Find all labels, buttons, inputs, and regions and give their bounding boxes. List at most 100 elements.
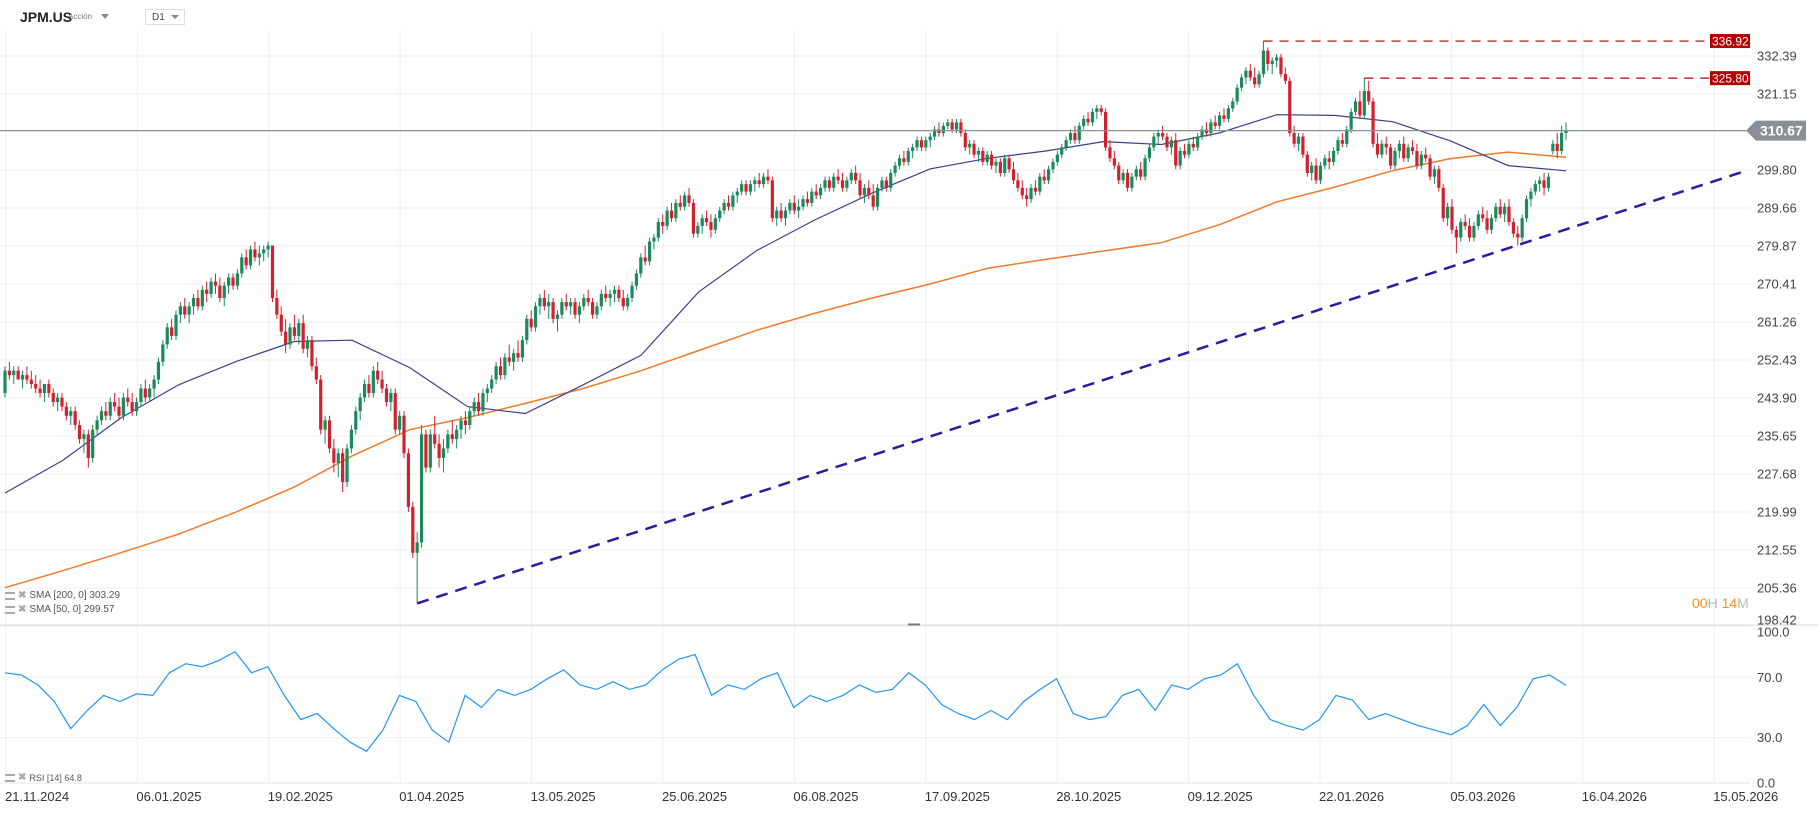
candle	[161, 340, 165, 367]
candle	[481, 388, 485, 416]
candle-body	[380, 379, 384, 389]
candle-body	[1375, 143, 1380, 155]
close-icon[interactable]: ✖	[18, 772, 27, 783]
candle	[1090, 108, 1095, 126]
settings-lines-icon[interactable]	[5, 591, 15, 600]
candle-body	[700, 218, 704, 226]
candle-body	[1454, 229, 1458, 238]
candle	[64, 402, 68, 421]
candle-body	[60, 397, 64, 407]
candle	[235, 269, 239, 290]
candle	[1226, 104, 1230, 123]
candle	[1467, 218, 1472, 242]
candle-body	[573, 302, 577, 315]
timeframe-select[interactable]: D1	[145, 9, 185, 25]
candle	[1134, 165, 1138, 181]
candle	[152, 375, 156, 398]
candle-body	[1051, 161, 1055, 170]
candle-body	[213, 281, 218, 286]
candle	[731, 191, 735, 211]
candle-body	[1327, 158, 1331, 162]
candle-body	[1305, 154, 1309, 173]
candle	[507, 344, 511, 367]
candle-body	[797, 206, 801, 211]
candle-countdown: 00H 14M	[1692, 595, 1749, 611]
candle-body	[735, 191, 739, 196]
candle	[722, 199, 726, 215]
candle-body	[104, 411, 108, 416]
candle	[968, 140, 972, 155]
candle-body	[1318, 165, 1323, 181]
date-tick-label: 06.08.2025	[793, 789, 858, 804]
panel-resize-handle[interactable]	[908, 623, 920, 626]
candle	[1191, 136, 1195, 152]
candle	[1046, 165, 1051, 185]
candle-body	[1261, 50, 1266, 75]
candle-body	[621, 297, 625, 307]
candle-body	[783, 210, 788, 219]
candle-body	[1384, 143, 1388, 148]
candle-body	[911, 147, 915, 152]
candle-body	[99, 411, 104, 421]
candle	[963, 129, 967, 152]
candle	[840, 172, 845, 192]
candle	[652, 233, 656, 250]
candle-body	[209, 281, 213, 294]
candle-body	[968, 143, 972, 148]
candle	[354, 406, 358, 435]
candle-body	[270, 245, 275, 298]
candle	[1196, 133, 1200, 152]
candle-body	[512, 353, 516, 362]
grid	[0, 30, 1818, 784]
candle	[761, 172, 766, 188]
rsi-legend[interactable]: ✖ RSI [14] 64.8	[5, 772, 82, 783]
candle-body	[398, 415, 402, 430]
chart-header: JPM.US Acción D1	[0, 0, 1818, 34]
candle	[345, 443, 349, 488]
candle	[696, 222, 700, 238]
date-tick-label: 16.04.2026	[1582, 789, 1647, 804]
candle	[104, 402, 108, 421]
price-tick-label: 252.43	[1757, 352, 1797, 367]
symbol-dropdown-icon[interactable]	[101, 14, 109, 19]
candle	[240, 253, 244, 278]
symbol-name[interactable]: JPM.US	[20, 9, 73, 25]
candle-body	[459, 420, 463, 430]
candle	[582, 293, 586, 311]
candle-body	[1389, 147, 1393, 166]
candle-body	[1467, 225, 1472, 238]
candle-body	[376, 370, 380, 380]
candle	[1397, 140, 1401, 159]
candle-body	[1485, 218, 1489, 230]
candle-body	[1296, 136, 1301, 144]
close-icon[interactable]: ✖	[18, 590, 27, 601]
settings-lines-icon[interactable]	[5, 605, 15, 614]
trendline[interactable]	[416, 169, 1746, 605]
candle	[985, 151, 989, 166]
candle	[1481, 206, 1485, 223]
candle	[1380, 140, 1384, 159]
candle	[718, 206, 722, 223]
candle	[262, 245, 266, 262]
candle-body	[1415, 151, 1419, 166]
sma200-legend[interactable]: ✖ SMA [200, 0] 303.29	[5, 590, 120, 601]
candle-body	[626, 297, 630, 307]
candle	[476, 392, 481, 416]
close-icon[interactable]: ✖	[18, 604, 27, 615]
candle	[165, 323, 169, 349]
candle	[1371, 97, 1375, 148]
candle	[292, 314, 296, 341]
candle-body	[384, 388, 389, 403]
candle	[187, 302, 191, 324]
candle-body	[1108, 147, 1112, 159]
settings-lines-icon[interactable]	[5, 773, 15, 782]
candle	[547, 293, 551, 319]
candle	[301, 314, 305, 354]
candle-body	[1476, 214, 1480, 226]
sma50-legend[interactable]: ✖ SMA [50, 0] 299.57	[5, 604, 114, 615]
candle-body	[1011, 169, 1016, 181]
candle-body	[871, 195, 875, 207]
candle	[376, 361, 380, 385]
candle-body	[77, 425, 82, 440]
